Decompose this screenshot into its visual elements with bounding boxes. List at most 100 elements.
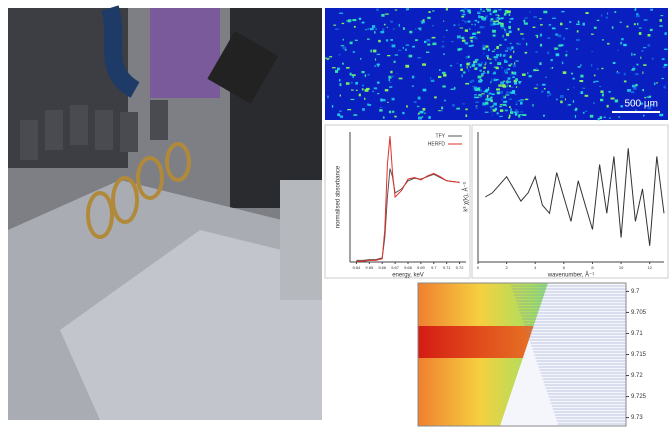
map-speckle xyxy=(503,85,507,87)
map-speckle xyxy=(345,49,347,51)
map-speckle xyxy=(403,27,405,30)
map-speckle xyxy=(418,117,422,120)
map-speckle xyxy=(611,98,615,100)
y-tick-label: 9.7 xyxy=(631,289,640,295)
map-speckle xyxy=(600,99,603,102)
map-speckle xyxy=(466,114,468,117)
map-speckle xyxy=(487,95,489,98)
plot-frame xyxy=(325,125,470,278)
map-speckle xyxy=(504,13,506,16)
map-speckle xyxy=(491,18,494,20)
map-speckle xyxy=(370,28,374,30)
map-speckle xyxy=(494,49,495,50)
map-speckle xyxy=(636,13,638,15)
map-speckle xyxy=(496,22,497,24)
map-speckle xyxy=(492,30,496,33)
map-speckle xyxy=(332,67,336,68)
map-speckle xyxy=(520,33,523,35)
map-speckle xyxy=(602,39,604,41)
map-speckle xyxy=(493,103,497,106)
map-speckle xyxy=(325,58,327,59)
map-speckle xyxy=(607,13,608,15)
map-speckle xyxy=(664,64,668,66)
map-speckle xyxy=(409,31,412,34)
map-speckle xyxy=(394,61,396,63)
map-speckle xyxy=(508,68,510,70)
map-speckle xyxy=(465,83,469,85)
map-speckle xyxy=(422,63,426,65)
map-speckle xyxy=(362,71,365,73)
map-speckle xyxy=(505,50,508,51)
map-speckle xyxy=(556,53,560,56)
x-axis-label: wavenumber, Å⁻¹ xyxy=(547,272,595,279)
map-speckle xyxy=(356,90,358,91)
map-speckle xyxy=(353,51,355,53)
map-speckle xyxy=(654,83,656,86)
map-speckle xyxy=(487,9,491,10)
map-speckle xyxy=(532,104,533,107)
map-speckle xyxy=(507,81,511,83)
map-speckle xyxy=(418,113,420,115)
map-speckle xyxy=(498,63,500,64)
map-speckle xyxy=(475,64,479,65)
map-speckle xyxy=(552,28,556,30)
map-speckle xyxy=(450,65,452,66)
map-speckle xyxy=(495,59,496,60)
map-speckle xyxy=(423,89,427,92)
map-speckle xyxy=(350,42,353,45)
map-speckle xyxy=(339,79,340,81)
map-speckle xyxy=(642,89,644,91)
map-speckle xyxy=(614,11,616,13)
map-speckle xyxy=(540,44,542,47)
map-speckle xyxy=(472,65,476,66)
map-speckle xyxy=(593,103,594,104)
map-speckle xyxy=(480,96,481,98)
map-speckle xyxy=(659,25,663,26)
map-speckle xyxy=(505,30,507,33)
map-speckle xyxy=(481,18,482,19)
map-speckle xyxy=(492,51,495,52)
map-speckle xyxy=(518,100,520,101)
map-speckle xyxy=(443,36,445,37)
map-speckle xyxy=(491,79,492,81)
map-speckle xyxy=(490,81,491,83)
map-speckle xyxy=(616,72,620,74)
map-speckle xyxy=(549,93,551,96)
map-speckle xyxy=(362,108,365,111)
map-speckle xyxy=(327,58,329,59)
map-speckle xyxy=(643,115,645,117)
map-speckle xyxy=(367,39,370,40)
map-speckle xyxy=(520,103,522,105)
scale-bar-label: 500 μm xyxy=(624,99,658,110)
map-speckle xyxy=(465,21,467,23)
map-speckle xyxy=(525,99,529,100)
map-speckle xyxy=(568,104,571,105)
map-speckle xyxy=(535,70,539,71)
map-speckle xyxy=(600,116,603,119)
map-speckle xyxy=(381,14,384,17)
map-speckle xyxy=(621,38,624,40)
map-speckle xyxy=(496,18,499,20)
map-speckle xyxy=(504,39,506,41)
map-speckle xyxy=(483,18,486,20)
map-speckle xyxy=(631,53,632,56)
map-speckle xyxy=(644,20,648,21)
y-tick-label: 9.715 xyxy=(631,352,647,358)
map-speckle xyxy=(485,102,488,105)
map-speckle xyxy=(362,22,365,24)
map-speckle xyxy=(480,10,482,12)
map-speckle xyxy=(560,23,563,26)
map-speckle xyxy=(583,112,585,114)
map-speckle xyxy=(469,28,470,29)
map-speckle xyxy=(542,84,545,86)
map-speckle xyxy=(348,22,351,23)
map-speckle xyxy=(514,82,517,84)
map-speckle xyxy=(508,26,511,29)
map-speckle xyxy=(510,108,512,111)
map-speckle xyxy=(626,26,628,28)
map-speckle xyxy=(632,85,636,88)
map-speckle xyxy=(539,62,541,65)
map-speckle xyxy=(399,24,400,27)
plot-frame xyxy=(472,125,668,278)
map-speckle xyxy=(478,64,482,67)
